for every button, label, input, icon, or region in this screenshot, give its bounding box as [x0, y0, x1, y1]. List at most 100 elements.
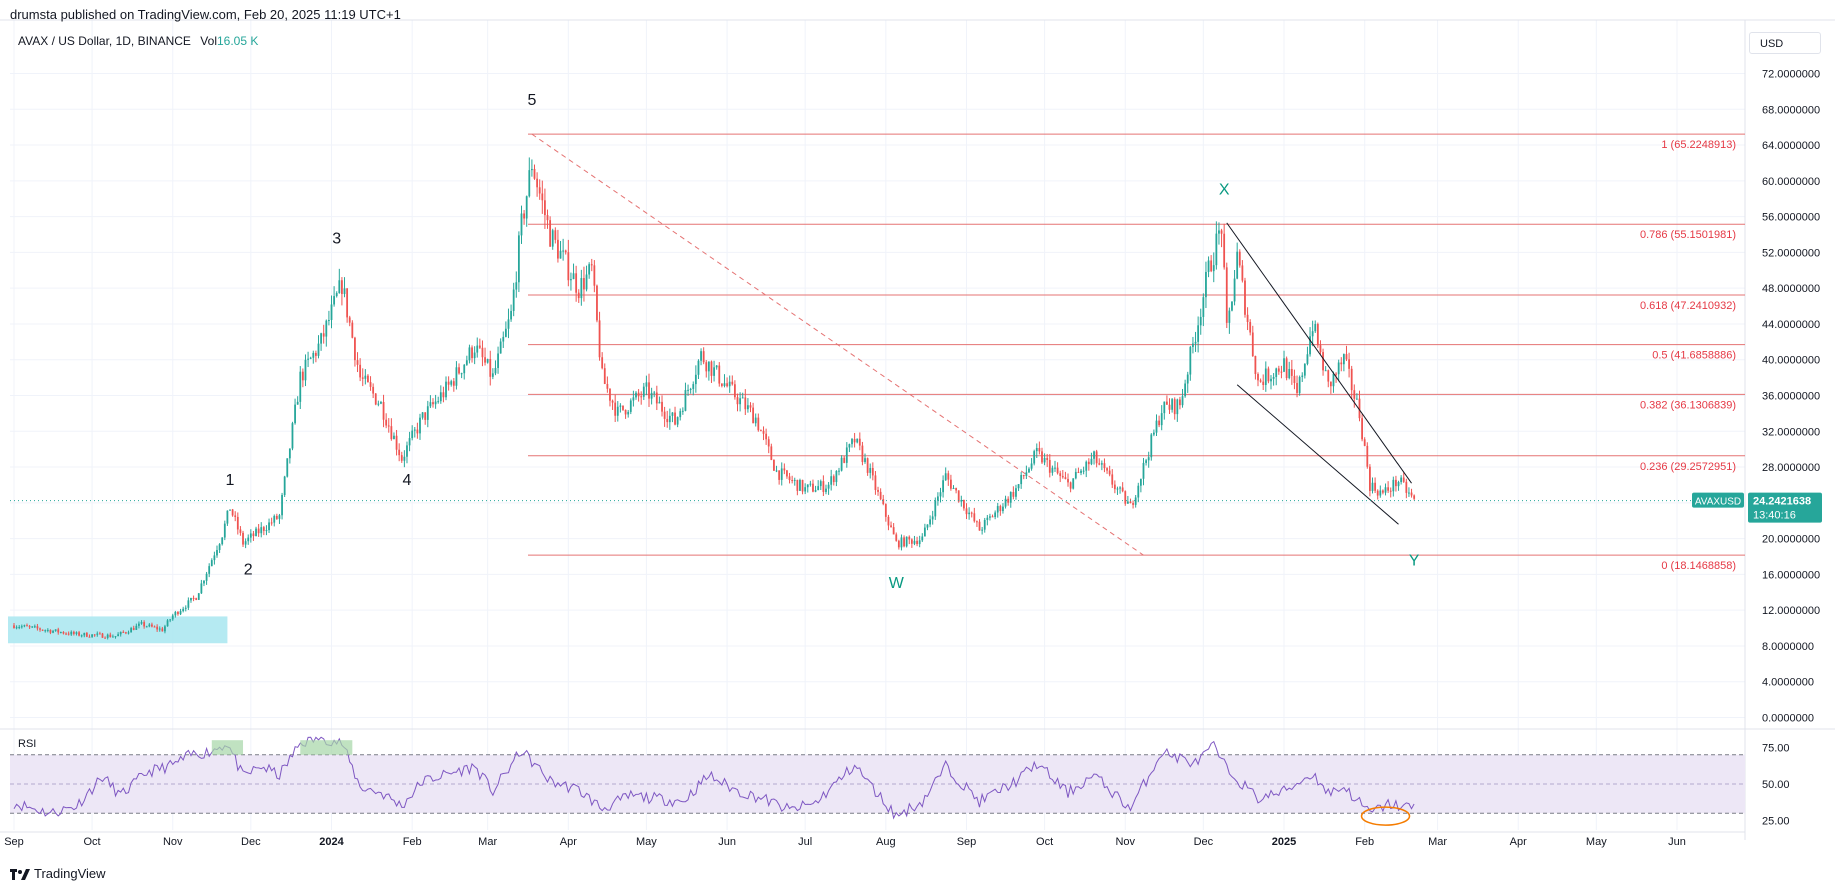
time-tick-label: Nov	[1115, 836, 1135, 848]
fib-trend-dashed-line[interactable]	[531, 133, 1144, 556]
wave-label-3: 3	[332, 230, 341, 247]
candle-body	[1212, 265, 1215, 272]
candle-body	[361, 377, 364, 379]
publisher-line: drumsta published on TradingView.com, Fe…	[10, 7, 401, 22]
candle-body	[983, 519, 986, 530]
tradingview-brand[interactable]: TradingView	[10, 866, 106, 881]
candle-body	[213, 555, 216, 561]
time-axis[interactable]: Sep Oct Nov Dec 2024 Feb Mar Apr May Jun Jul Aug Sep…	[4, 836, 1686, 848]
fibonacci-retracement[interactable]: 1 (65.2248913) 0.786 (55.1501981) 0.618 (4…	[528, 133, 1745, 572]
candle-body	[119, 631, 122, 635]
candle-body	[517, 235, 520, 283]
candle-body	[530, 168, 533, 171]
candle-body	[1384, 487, 1387, 493]
candle-body	[320, 333, 322, 344]
candle-body	[739, 398, 741, 405]
candle-body	[122, 631, 125, 633]
candle-body	[936, 496, 939, 501]
candle-body	[411, 430, 414, 439]
candle-body	[812, 483, 814, 492]
candle-body	[1264, 368, 1267, 385]
candle-body	[403, 456, 406, 461]
candle-body	[931, 516, 934, 520]
candle-body	[718, 365, 721, 384]
candle-body	[715, 365, 718, 368]
candle-body	[31, 626, 34, 628]
candle-body	[351, 322, 354, 338]
candle-body	[655, 392, 658, 404]
candle-body	[1215, 233, 1218, 266]
candle-body	[976, 521, 978, 523]
time-tick-label: 2025	[1272, 836, 1296, 848]
candle-body	[679, 411, 682, 418]
candle-body	[455, 367, 458, 386]
candle-body	[1241, 265, 1244, 281]
candle-body	[1046, 457, 1049, 460]
candle-body	[986, 517, 989, 520]
candle-body	[1358, 398, 1361, 419]
falling-wedge-trendlines[interactable]	[1226, 222, 1412, 525]
rsi-indicator	[13, 736, 1415, 820]
price-tick-label: 12.0000000	[1762, 605, 1820, 617]
candle-body	[978, 521, 981, 531]
candle-body	[395, 435, 398, 450]
candle-body	[486, 359, 489, 363]
candle-body	[20, 626, 23, 628]
candle-body	[249, 533, 252, 538]
candle-body	[28, 626, 31, 628]
candle-body	[903, 537, 905, 547]
candle-body	[512, 289, 515, 311]
wedge-lower-line	[1236, 384, 1399, 525]
time-tick-label: May	[636, 836, 657, 848]
currency-button[interactable]: USD	[1749, 32, 1821, 54]
candle-body	[939, 492, 942, 497]
candle-body	[955, 488, 958, 491]
candle-body	[23, 625, 26, 627]
price-axis[interactable]: 72.0000000 68.0000000 64.0000000 60.0000000…	[1762, 69, 1820, 725]
candle-body	[385, 419, 388, 426]
candle-body	[296, 401, 299, 405]
candle-body	[840, 457, 843, 471]
candle-body	[1301, 375, 1304, 377]
candle-body	[59, 632, 62, 634]
candle-body	[1048, 459, 1051, 473]
candle-body	[577, 292, 580, 299]
candle-body	[1064, 477, 1067, 479]
rsi-oversold-highlight-ellipse[interactable]	[1360, 806, 1411, 826]
candle-body	[843, 457, 846, 463]
candle-body	[377, 403, 380, 405]
candle-body	[242, 532, 244, 545]
candlestick-series	[13, 157, 1416, 640]
candle-body	[989, 516, 991, 518]
candle-body	[1272, 377, 1275, 379]
price-tick-label: 64.0000000	[1762, 140, 1820, 152]
candle-body	[749, 405, 752, 408]
symbol-legend[interactable]: AVAX / US Dollar, 1D, BINANCE Vol16.05 K	[18, 34, 258, 48]
volume-value: 16.05 K	[216, 34, 259, 48]
candle-body	[75, 632, 78, 634]
time-tick-label: Sep	[957, 836, 977, 848]
candle-body	[650, 392, 653, 399]
candle-body	[101, 633, 104, 638]
candle-body	[780, 468, 783, 480]
candle-body	[1155, 420, 1158, 433]
candle-body	[1106, 468, 1108, 471]
candle-body	[182, 608, 185, 612]
candle-body	[1348, 359, 1350, 369]
candle-body	[57, 629, 60, 633]
candle-body	[1290, 368, 1293, 376]
candle-body	[1054, 467, 1056, 469]
candle-body	[567, 252, 570, 281]
candle-body	[52, 630, 54, 633]
candle-body	[127, 632, 130, 634]
candle-body	[153, 626, 156, 628]
price-tick-label: 52.0000000	[1762, 247, 1820, 259]
candle-body	[39, 628, 41, 630]
fib-level-label: 1 (65.2248913)	[1661, 139, 1736, 151]
candle-body	[944, 473, 947, 481]
candle-body	[286, 458, 289, 477]
candle-body	[114, 636, 117, 638]
candle-body	[681, 410, 684, 412]
candle-body	[489, 359, 492, 377]
